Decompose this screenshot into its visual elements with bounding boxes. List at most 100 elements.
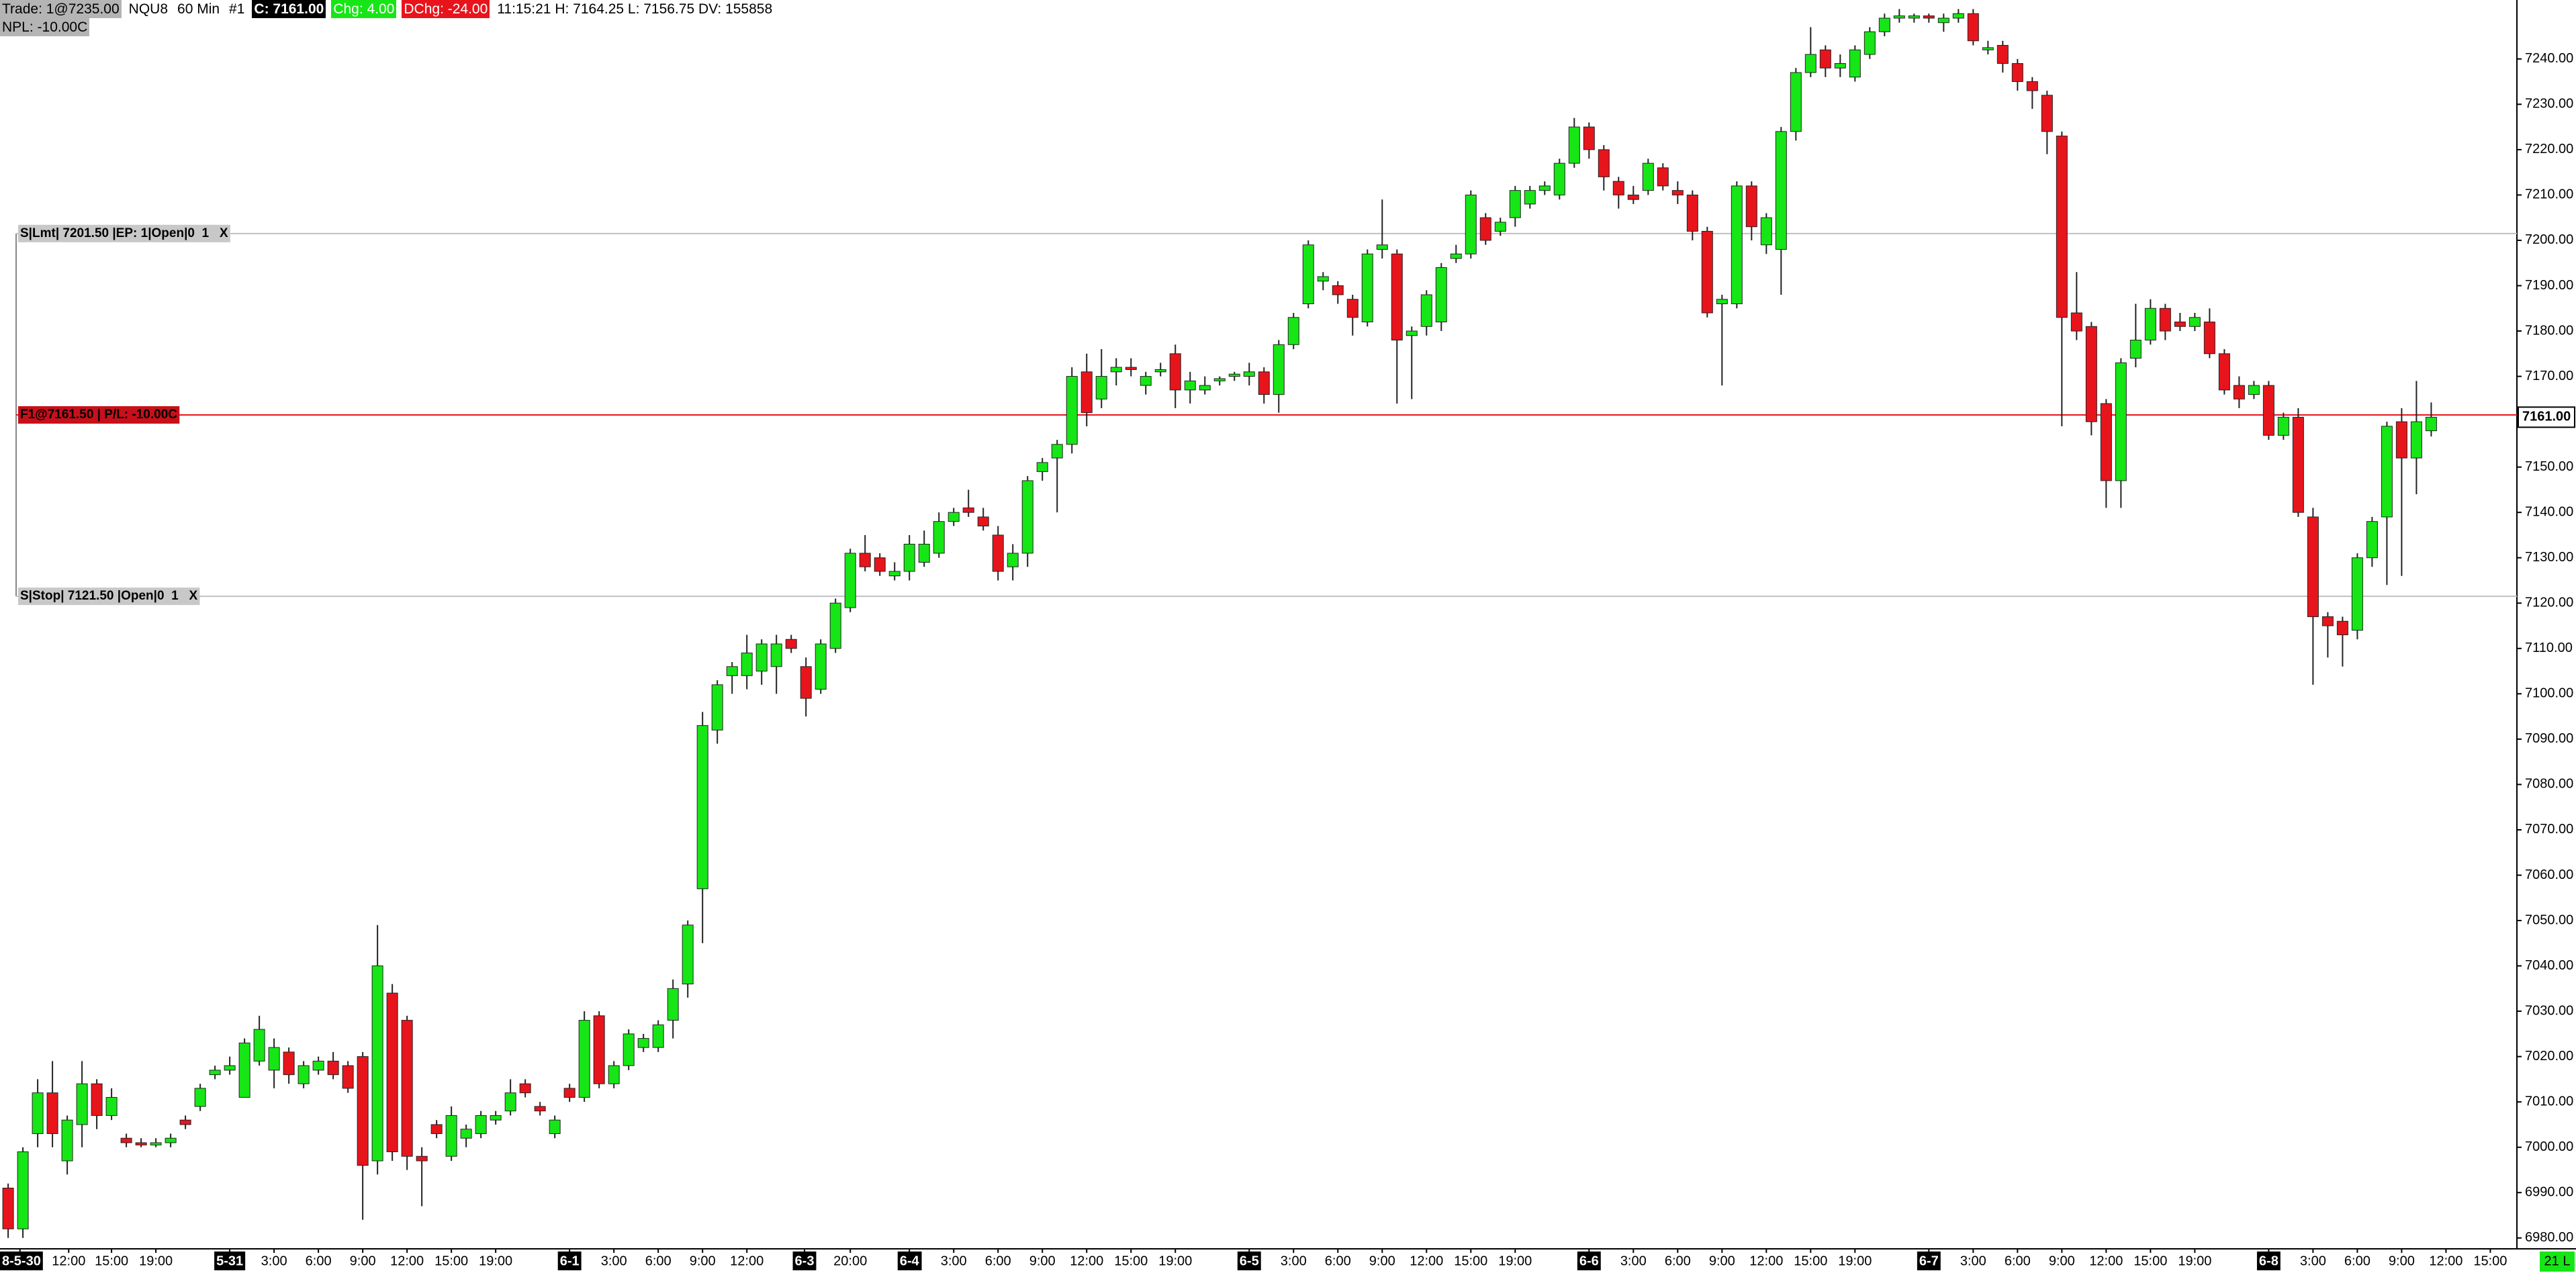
y-tick-label: 7200.00 (2525, 232, 2573, 247)
candle-body (1819, 49, 1831, 68)
candle-body (726, 666, 738, 676)
candle-body (1642, 162, 1654, 191)
y-tick-label: 7100.00 (2525, 686, 2573, 701)
candle-body (1346, 299, 1359, 318)
x-tick-label: 6:00 (2344, 1254, 2371, 1268)
y-tick-label: 7070.00 (2525, 822, 2573, 837)
candle-body (2085, 326, 2097, 422)
day-change-info: DChg: -24.00 (402, 0, 490, 18)
x-tick-label: 6:00 (2005, 1254, 2031, 1268)
change-info: Chg: 4.00 (331, 0, 397, 18)
candle-body (696, 725, 708, 890)
candle-body (1568, 126, 1580, 164)
candle-body (815, 643, 827, 690)
candle-body (1110, 367, 1122, 373)
y-tick-label: 7110.00 (2525, 641, 2573, 655)
candle-body (1479, 217, 1491, 241)
x-tick-label: 12:00 (2429, 1254, 2463, 1268)
candle-body (2262, 385, 2274, 436)
x-tick-label: 20:00 (833, 1254, 867, 1268)
x-tick-label: 15:00 (2133, 1254, 2167, 1268)
candle-body (1996, 45, 2009, 64)
candle-body (2366, 521, 2378, 559)
candle-body (283, 1051, 295, 1076)
x-tick-label: 12:00 (1749, 1254, 1783, 1268)
x-tick-label: 19:00 (1838, 1254, 1872, 1268)
y-tick-label: 7040.00 (2525, 958, 2573, 973)
x-tick-label: 9:00 (1709, 1254, 1735, 1268)
candle-body (1095, 376, 1107, 399)
candle-body (2410, 421, 2422, 459)
x-tick-label: 19:00 (1498, 1254, 1532, 1268)
x-tick-label: 6-1 (560, 1254, 580, 1268)
date-label-bg (897, 1252, 922, 1270)
candle-body (475, 1115, 487, 1134)
y-tick-label: 7220.00 (2525, 142, 2573, 156)
candle-body (1598, 149, 1610, 177)
candle-body (386, 992, 398, 1152)
candle-body (1627, 194, 1639, 200)
candle-body (2115, 362, 2127, 481)
candle-body (1228, 373, 1240, 377)
candle-body (1804, 54, 1816, 73)
candle-body (623, 1033, 635, 1066)
candle-body (2307, 516, 2319, 618)
x-tick-label: 15:00 (434, 1254, 468, 1268)
y-tick-label: 6990.00 (2525, 1185, 2573, 1200)
candle-body (327, 1060, 339, 1076)
y-tick-label: 7120.00 (2525, 596, 2573, 610)
candle-body (2248, 385, 2260, 395)
candle-body (903, 543, 915, 572)
candle-body (1169, 353, 1181, 391)
candle-body (962, 507, 974, 513)
candle-body (1878, 17, 1890, 32)
x-tick-label: 19:00 (479, 1254, 512, 1268)
candle-body (2203, 322, 2215, 355)
price-line-label-bg (18, 224, 230, 242)
y-tick-label: 7030.00 (2525, 1003, 2573, 1018)
candle-body (1361, 253, 1373, 323)
x-tick-label: 12:00 (2089, 1254, 2123, 1268)
npl-info: NPL: -10.00C (0, 18, 90, 36)
date-label-bg (0, 1252, 43, 1270)
candle-body (1435, 267, 1447, 323)
candle-body (1199, 385, 1211, 391)
date-label-bg (2256, 1252, 2281, 1270)
candle-body (76, 1083, 88, 1125)
candle-body (800, 666, 812, 699)
price-line-label-bg (18, 406, 180, 424)
candle-body (224, 1065, 236, 1071)
x-tick-label: 9:00 (1029, 1254, 1056, 1268)
x-tick-label: 9:00 (350, 1254, 376, 1268)
candle-body (1967, 13, 1979, 42)
stats-info: 11:15:21 H: 7164.25 L: 7156.75 DV: 15585… (497, 1, 773, 17)
header-row: Trade: 1@7235.00 NQU8 60 Min #1 C: 7161.… (0, 0, 774, 18)
y-tick-label: 7020.00 (2525, 1049, 2573, 1064)
candle-body (312, 1060, 324, 1071)
candle-body (209, 1070, 221, 1076)
candle-body (1686, 194, 1698, 232)
candle-body (1420, 294, 1432, 327)
x-tick-label: 6-4 (900, 1254, 920, 1268)
candle-body (2100, 403, 2112, 481)
candle-body (1036, 462, 1048, 472)
candle-body (770, 643, 782, 667)
candle-body (918, 543, 930, 563)
candle-body (2011, 63, 2023, 83)
y-tick-label: 7210.00 (2525, 187, 2573, 202)
candle-body (1538, 185, 1551, 191)
candle-body (977, 516, 989, 526)
x-tick-label: 6:00 (1665, 1254, 1691, 1268)
candle-body (1243, 371, 1255, 377)
x-tick-label: 19:00 (139, 1254, 173, 1268)
candle-body (91, 1083, 103, 1116)
status-label: 21 L (2544, 1254, 2571, 1268)
x-tick-label: 12:00 (52, 1254, 85, 1268)
x-tick-label: 6-5 (1240, 1254, 1259, 1268)
x-tick-label: 12:00 (1070, 1254, 1103, 1268)
date-label-bg (1917, 1252, 1941, 1270)
candle-body (1701, 230, 1713, 314)
candle-body (2026, 81, 2038, 91)
date-label-bg (557, 1252, 582, 1270)
